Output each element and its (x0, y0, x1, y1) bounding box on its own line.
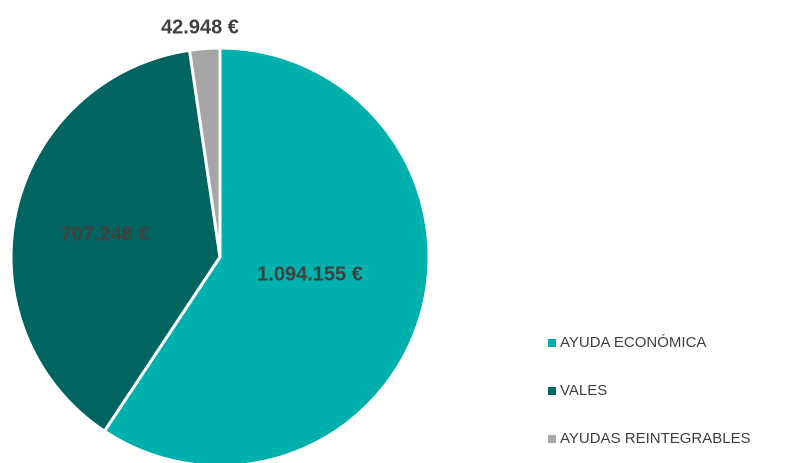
data-label: 707.248 € (61, 223, 150, 245)
legend-label: AYUDA ECONÓMICA (560, 334, 706, 351)
legend-label: AYUDAS REINTEGRABLES (560, 430, 751, 447)
pie-slice (102, 46, 431, 463)
data-label: 1.094.155 € (257, 263, 363, 285)
pie-slice (9, 48, 222, 433)
legend-swatch (548, 387, 556, 395)
legend-swatch (548, 339, 556, 347)
pie-slice (188, 46, 222, 259)
data-label: 42.948 € (161, 16, 239, 38)
legend-label: VALES (560, 382, 607, 399)
legend-swatch (548, 435, 556, 443)
